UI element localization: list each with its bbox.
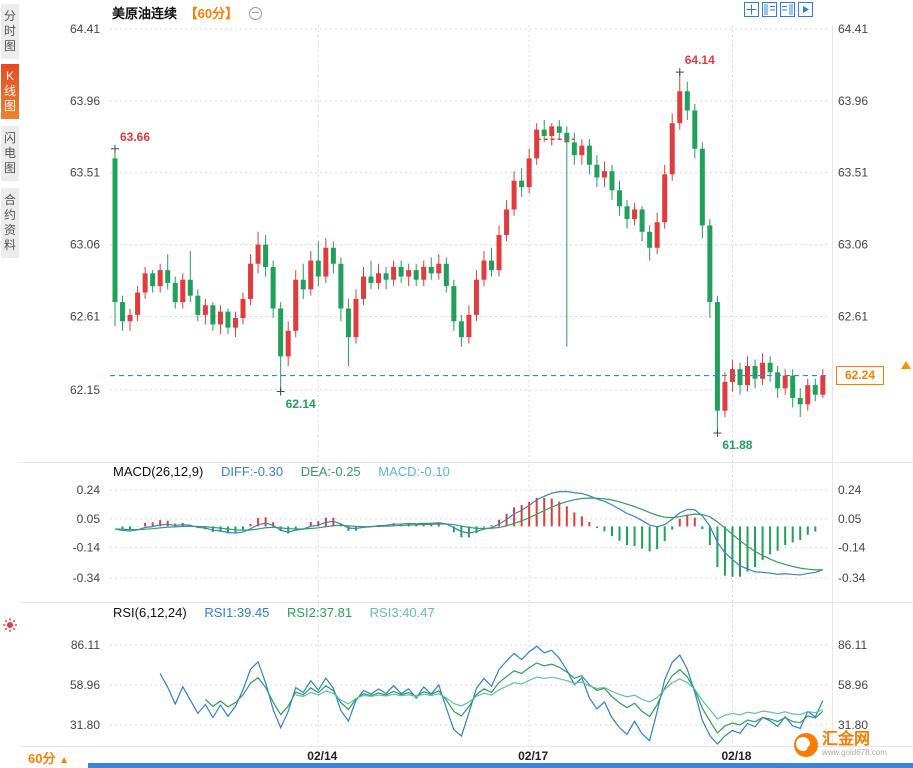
svg-text:-0.14: -0.14: [73, 541, 101, 555]
svg-text:0.05: 0.05: [77, 512, 101, 526]
horizontal-scrollbar[interactable]: [88, 763, 913, 768]
svg-text:63.96: 63.96: [838, 94, 868, 108]
svg-text:0.24: 0.24: [77, 483, 101, 497]
svg-text:02/14: 02/14: [307, 749, 337, 763]
chart-title: 美原油连续 【60分】: [112, 3, 262, 22]
svg-text:-0.14: -0.14: [838, 541, 866, 555]
tab-label: 合约资料: [3, 193, 16, 252]
sun-icon[interactable]: [2, 617, 18, 633]
svg-text:63.06: 63.06: [838, 238, 868, 252]
price-annotation-high: 63.66: [120, 129, 151, 144]
price-annotation-low: 61.88: [722, 438, 753, 453]
svg-text:02/17: 02/17: [518, 749, 548, 763]
svg-text:64.41: 64.41: [70, 22, 100, 36]
sidebar: 分时图 K线图 闪电图 合约资料: [0, 0, 20, 768]
svg-text:-0.34: -0.34: [73, 571, 101, 585]
svg-text:62.61: 62.61: [838, 309, 868, 323]
svg-text:63.06: 63.06: [70, 238, 100, 252]
logo-text: 汇金网: [822, 731, 871, 748]
circle-minus-icon[interactable]: [248, 7, 262, 20]
period-selector[interactable]: 60分 ▲: [28, 748, 69, 767]
macd-header: MACD(26,12,9) DIFF:-0.30 DEA:-0.25 MACD:…: [113, 464, 450, 479]
tab-label: 分时图: [3, 9, 16, 53]
rsi-title: RSI(6,12,24): [113, 605, 187, 620]
svg-text:58.96: 58.96: [838, 678, 868, 692]
period-label: 60分: [28, 751, 56, 766]
price-annotation-low: 62.14: [285, 396, 316, 411]
layout-grid-icon[interactable]: [744, 2, 759, 17]
period-tag: 【60分】: [184, 6, 239, 21]
chevron-up-icon: ▲: [59, 755, 69, 766]
last-price-tag: 62.24: [836, 366, 884, 385]
svg-text:62.15: 62.15: [70, 383, 100, 397]
svg-text:64.41: 64.41: [838, 22, 868, 36]
svg-text:31.80: 31.80: [838, 718, 868, 732]
rsi-header: RSI(6,12,24) RSI1:39.45 RSI2:37.81 RSI3:…: [113, 605, 435, 620]
sidebar-item-timeline-chart[interactable]: 分时图: [1, 4, 19, 59]
svg-text:0.05: 0.05: [838, 512, 862, 526]
svg-text:58.96: 58.96: [70, 678, 100, 692]
sidebar-item-lightning-chart[interactable]: 闪电图: [1, 126, 19, 181]
logo-icon: [794, 732, 818, 757]
macd-macd-value: MACD:-0.10: [378, 464, 450, 479]
symbol-name: 美原油连续: [112, 6, 178, 21]
svg-text:63.96: 63.96: [70, 94, 100, 108]
rsi2-value: RSI2:37.81: [287, 605, 353, 620]
rsi1-value: RSI1:39.45: [204, 605, 270, 620]
pane-right-icon[interactable]: [780, 2, 795, 17]
rsi3-value: RSI3:40.47: [369, 605, 435, 620]
macd-title: MACD(26,12,9): [113, 464, 204, 479]
pane-left-icon[interactable]: [762, 2, 777, 17]
svg-text:63.51: 63.51: [838, 166, 868, 180]
macd-diff-value: DIFF:-0.30: [220, 464, 284, 479]
svg-text:02/18: 02/18: [721, 749, 751, 763]
macd-dea-value: DEA:-0.25: [300, 464, 361, 479]
svg-text:0.24: 0.24: [838, 483, 862, 497]
price-up-arrow-icon: [901, 361, 911, 369]
tab-label: 闪电图: [3, 131, 16, 175]
svg-text:86.11: 86.11: [838, 638, 867, 652]
tab-label: K线图: [3, 69, 16, 113]
price-annotation-high: 64.14: [684, 53, 715, 68]
pane-expand-icon[interactable]: [798, 2, 813, 17]
logo-url: www.gold678.com: [822, 748, 887, 757]
svg-text:63.51: 63.51: [70, 166, 100, 180]
sidebar-item-kline-chart[interactable]: K线图: [1, 64, 19, 119]
svg-text:86.11: 86.11: [71, 638, 100, 652]
svg-text:62.61: 62.61: [70, 309, 100, 323]
site-logo: 汇金网 www.gold678.com: [794, 732, 887, 757]
sidebar-item-contract-info[interactable]: 合约资料: [1, 188, 19, 258]
svg-text:31.80: 31.80: [70, 718, 100, 732]
svg-text:-0.34: -0.34: [838, 571, 866, 585]
layout-toolbar: [744, 2, 813, 17]
